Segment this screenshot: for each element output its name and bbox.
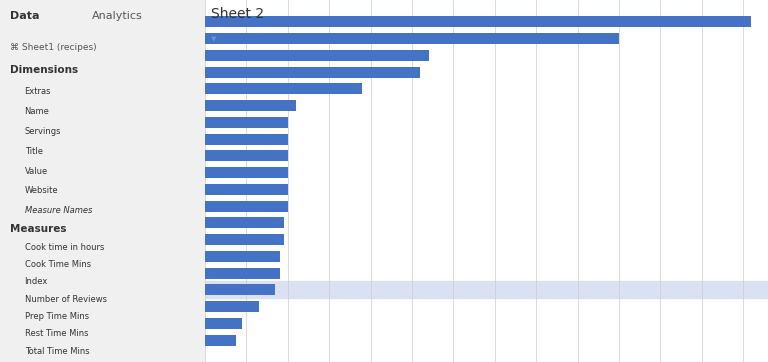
Bar (205, 67, 420, 77)
Text: Cook Time Mins: Cook Time Mins (25, 260, 91, 269)
Bar (205, 134, 288, 144)
Bar (205, 184, 288, 195)
Text: Number of Reviews: Number of Reviews (25, 295, 107, 304)
Bar (205, 50, 429, 61)
Text: Servings: Servings (25, 127, 61, 136)
Text: Rest Time Mins: Rest Time Mins (25, 329, 88, 338)
Text: Index: Index (25, 277, 48, 286)
Text: ▾: ▾ (210, 34, 217, 45)
Text: Cook time in hours: Cook time in hours (25, 243, 104, 252)
Bar (205, 33, 619, 44)
Text: Extras: Extras (25, 87, 51, 96)
Bar (205, 100, 296, 111)
Text: Website: Website (25, 186, 58, 195)
Bar (205, 285, 276, 295)
Text: Prep Time Mins: Prep Time Mins (25, 312, 89, 321)
Text: ⌘ Sheet1 (recipes): ⌘ Sheet1 (recipes) (10, 43, 97, 52)
Bar (205, 234, 283, 245)
Bar (205, 117, 288, 128)
Text: Name: Name (25, 107, 49, 116)
Text: Value: Value (25, 167, 48, 176)
Bar (205, 16, 751, 28)
Text: Sheet 2: Sheet 2 (210, 7, 263, 21)
Bar (205, 334, 237, 346)
Text: Total Time Mins: Total Time Mins (25, 347, 89, 356)
Text: Title: Title (25, 147, 42, 156)
Bar (205, 151, 288, 161)
Bar (205, 282, 768, 298)
Text: Measure Names: Measure Names (25, 206, 92, 215)
Bar (205, 251, 280, 262)
Bar (205, 201, 288, 211)
Bar (205, 84, 362, 94)
Bar (205, 318, 242, 329)
Bar (205, 218, 283, 228)
Bar (205, 301, 259, 312)
Bar (205, 268, 280, 278)
Text: Analytics: Analytics (92, 11, 143, 21)
Bar (205, 167, 288, 178)
Text: Measures: Measures (10, 224, 67, 235)
Text: Data: Data (10, 11, 40, 21)
Text: Dimensions: Dimensions (10, 65, 78, 75)
